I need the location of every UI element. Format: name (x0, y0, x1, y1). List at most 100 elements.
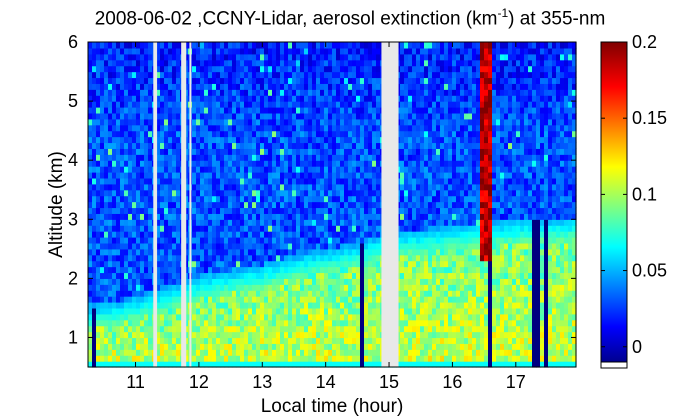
heatmap-cell (128, 231, 133, 238)
heatmap-cell (220, 201, 225, 209)
heatmap-cell (116, 201, 121, 209)
heatmap-cell (304, 296, 309, 303)
heatmap-cell (232, 225, 237, 232)
heatmap-cell (212, 136, 217, 144)
heatmap-cell (336, 225, 341, 232)
heatmap-cell (108, 266, 113, 274)
heatmap-cell (224, 136, 229, 144)
heatmap-cell (428, 112, 433, 120)
heatmap-cell (312, 361, 317, 368)
heatmap-cell (436, 213, 441, 220)
heatmap-cell (264, 172, 269, 179)
heatmap-cell (280, 107, 285, 114)
heatmap-cell (320, 207, 325, 214)
heatmap-cell (200, 290, 205, 297)
heatmap-cell (440, 101, 445, 108)
heatmap-cell (424, 77, 429, 84)
heatmap-cell (296, 278, 301, 285)
heatmap-cell (264, 355, 269, 362)
heatmap-cell (304, 160, 309, 167)
heatmap-cell (148, 124, 153, 132)
heatmap-cell (372, 183, 377, 191)
heatmap-cell (416, 71, 421, 79)
heatmap-cell (368, 361, 373, 368)
heatmap-cell (196, 278, 201, 285)
heatmap-cell (284, 71, 289, 79)
heatmap-cell (284, 272, 289, 279)
heatmap-cell (428, 172, 433, 179)
heatmap-cell (416, 296, 421, 303)
heatmap-cell (428, 47, 433, 55)
heatmap-cell (312, 124, 317, 132)
heatmap-cell (328, 307, 333, 315)
heatmap-cell (280, 278, 285, 285)
heatmap-cell (316, 148, 321, 155)
heatmap-cell (148, 201, 153, 209)
heatmap-cell (208, 225, 213, 232)
heatmap-cell (220, 225, 225, 232)
heatmap-cell (284, 118, 289, 126)
heatmap-cell (240, 42, 245, 49)
heatmap-cell (164, 355, 169, 362)
heatmap-cell (144, 195, 149, 203)
heatmap-cell (320, 183, 325, 191)
heatmap-cell (176, 42, 181, 49)
heatmap-cell (304, 237, 309, 244)
heatmap-cell (308, 166, 313, 173)
heatmap-cell (144, 343, 149, 350)
heatmap-cell (204, 201, 209, 209)
heatmap-cell (308, 112, 313, 120)
heatmap-cell (324, 77, 329, 84)
heatmap-cell (292, 349, 297, 356)
heatmap-cell (400, 254, 405, 262)
heatmap-cell (304, 71, 309, 79)
heatmap-cell (444, 47, 449, 55)
heatmap-cell (444, 266, 449, 274)
heatmap-cell (140, 118, 145, 126)
heatmap-cell (428, 272, 433, 279)
heatmap-cell (216, 95, 221, 102)
heatmap-cell (220, 59, 225, 67)
heatmap-cell (336, 112, 341, 120)
heatmap-cell (276, 136, 281, 144)
heatmap-cell (224, 83, 229, 90)
heatmap-cell (196, 231, 201, 238)
heatmap-cell (156, 107, 161, 114)
heatmap-cell (304, 272, 309, 279)
heatmap-cell (212, 219, 217, 226)
heatmap-cell (172, 130, 177, 138)
heatmap-cell (324, 248, 329, 256)
heatmap-cell (424, 118, 429, 126)
heatmap-cell (288, 47, 293, 55)
heatmap-cell (292, 343, 297, 350)
heatmap-cell (404, 77, 409, 84)
heatmap-cell (156, 154, 161, 161)
heatmap-cell (184, 272, 189, 279)
heatmap-cell (160, 278, 165, 285)
heatmap-cell (332, 272, 337, 279)
heatmap-cell (120, 195, 125, 203)
heatmap-cell (376, 89, 381, 96)
heatmap-cell (92, 89, 97, 96)
heatmap-cell (304, 207, 309, 214)
heatmap-cell (132, 130, 137, 138)
heatmap-cell (296, 213, 301, 220)
heatmap-cell (224, 189, 229, 197)
heatmap-cell (172, 325, 177, 333)
heatmap-cell (268, 124, 273, 132)
heatmap-cell (184, 313, 189, 321)
heatmap-cell (240, 313, 245, 321)
heatmap-cell (360, 77, 365, 84)
heatmap-cell (116, 219, 121, 226)
heatmap-cell (236, 47, 241, 55)
heatmap-cell (356, 325, 361, 333)
heatmap-cell (244, 130, 249, 138)
heatmap-cell (424, 154, 429, 161)
heatmap-cell (324, 166, 329, 173)
heatmap-cell (400, 166, 405, 173)
heatmap-cell (440, 112, 445, 120)
heatmap-cell (256, 201, 261, 209)
heatmap-cell (440, 166, 445, 173)
heatmap-cell (148, 319, 153, 327)
heatmap-cell (172, 231, 177, 238)
